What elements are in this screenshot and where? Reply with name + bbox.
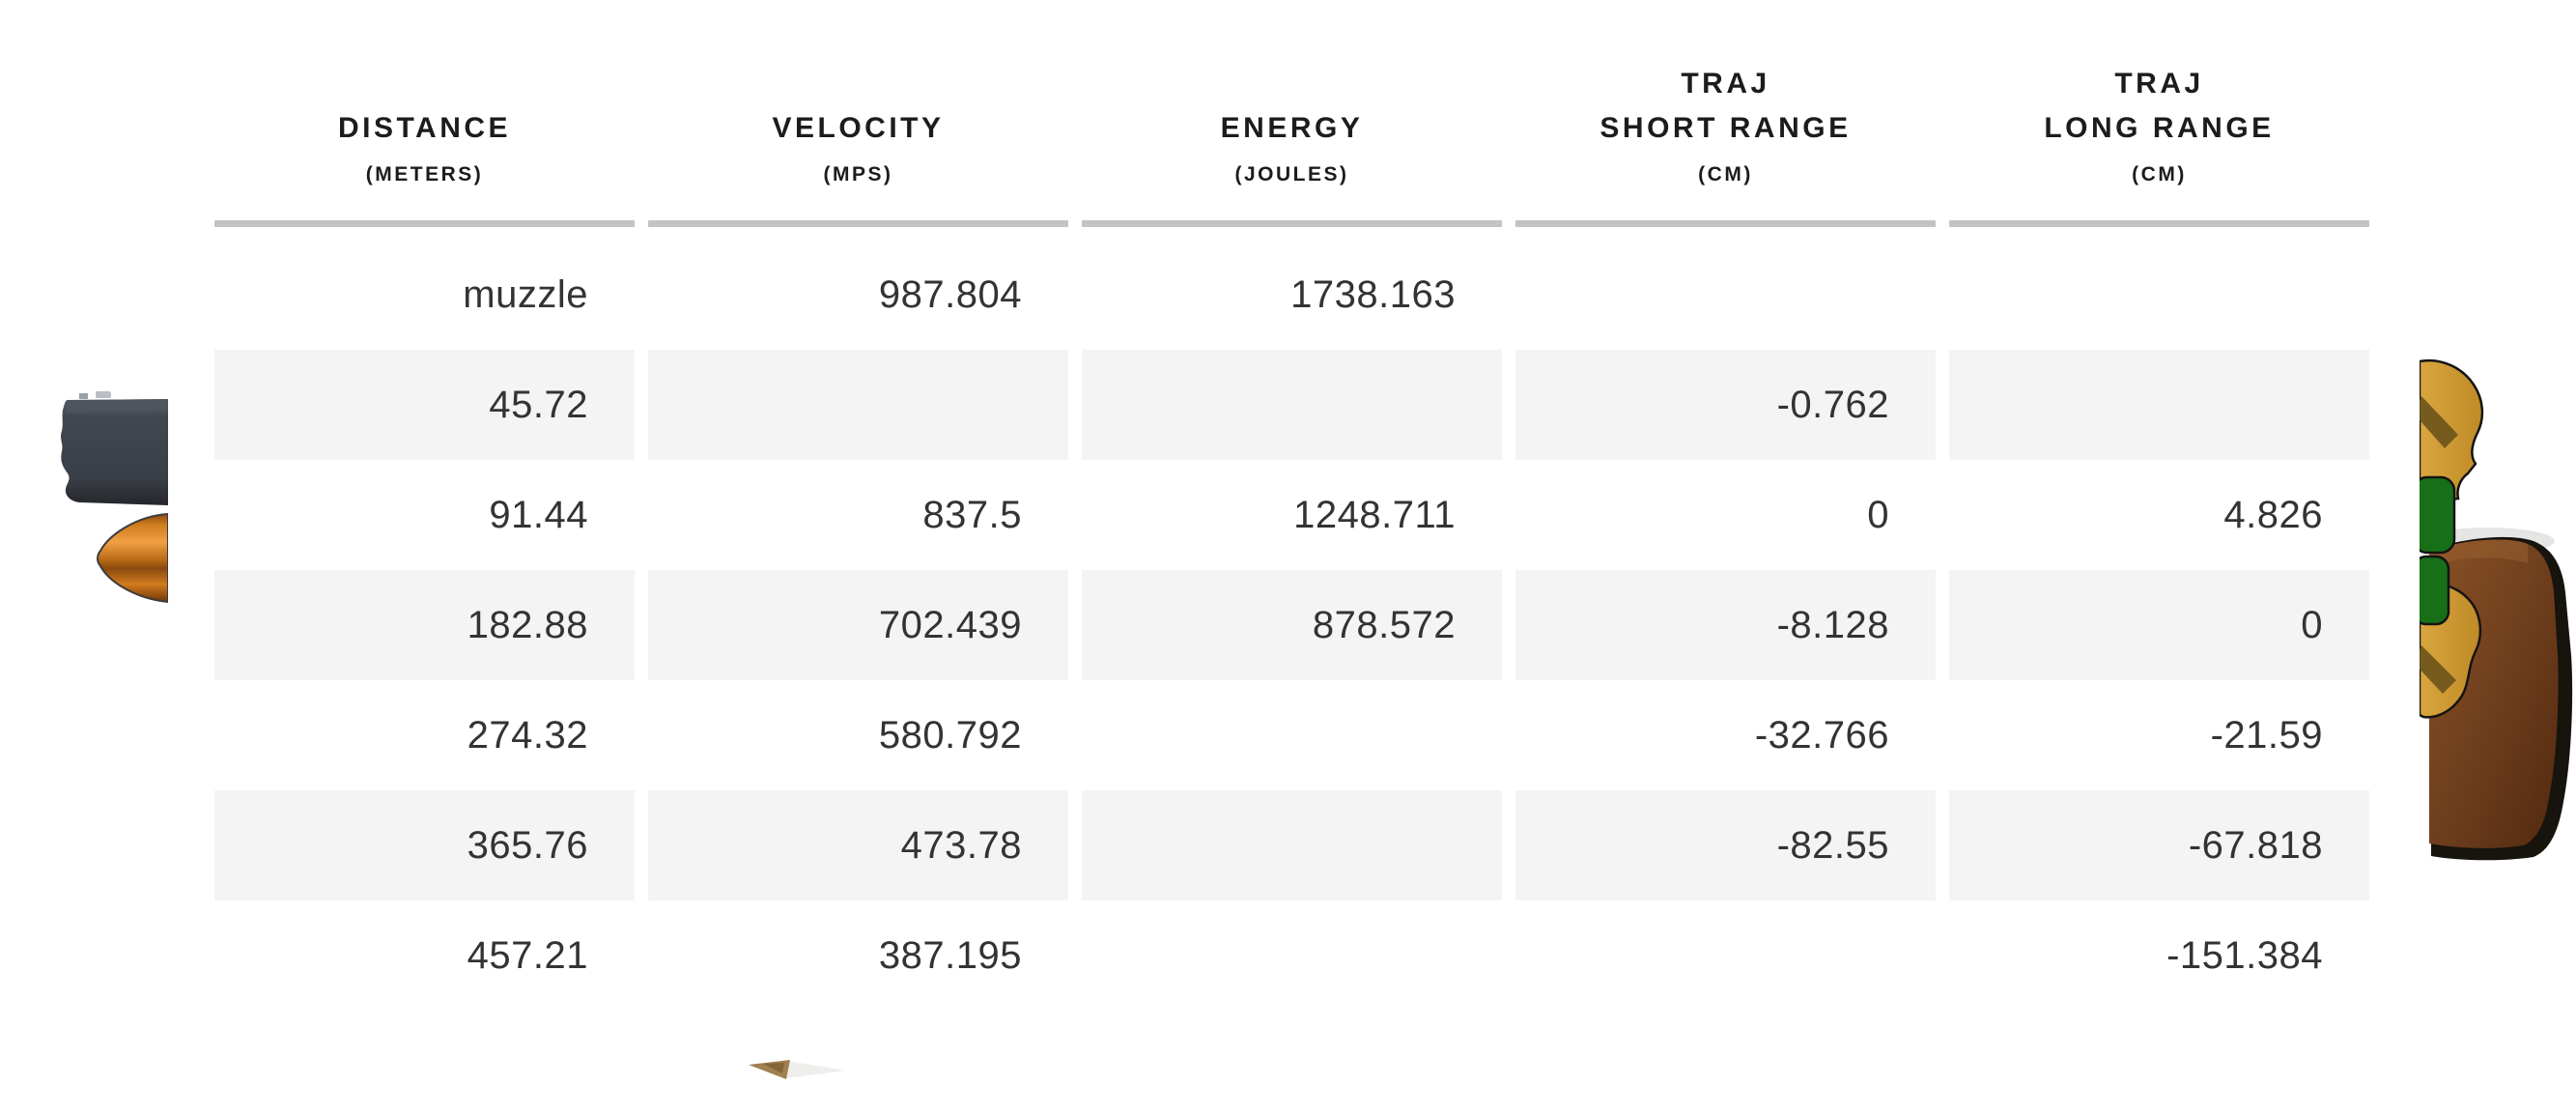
table-cell: 4.826 bbox=[2223, 493, 2323, 536]
column-unit: (CM) bbox=[2132, 163, 2187, 186]
header-underline bbox=[648, 220, 1068, 227]
table-cell: 702.439 bbox=[648, 570, 1068, 680]
table-cell: -151.384 bbox=[2166, 933, 2323, 977]
tan-sliver-shade bbox=[763, 1063, 784, 1073]
table-cell: 91.44 bbox=[489, 493, 588, 536]
column-header-distance: DISTANCE (METERS) bbox=[214, 39, 635, 227]
table-cell: -21.59 bbox=[2210, 713, 2323, 757]
table-cell: 45.72 bbox=[214, 350, 635, 460]
table-cell: 473.78 bbox=[648, 790, 1068, 900]
table-cell: -0.762 bbox=[1515, 350, 1936, 460]
column-label: LONG RANGE bbox=[2044, 112, 2275, 144]
table-cell: 365.76 bbox=[214, 790, 635, 900]
orange-forend-tip-fragment-image bbox=[97, 512, 168, 604]
column-header-traj-long-range: TRAJ LONG RANGE (CM) bbox=[1949, 39, 2369, 227]
stock-grain-highlight bbox=[2429, 539, 2528, 566]
column-label: SHORT RANGE bbox=[1599, 112, 1852, 144]
column-label: TRAJ bbox=[2114, 68, 2204, 100]
rifle-receiver-fragment-image bbox=[61, 391, 168, 505]
column-label: VELOCITY bbox=[772, 112, 945, 144]
table-cell: 987.804 bbox=[878, 272, 1022, 316]
table-cell: 182.88 bbox=[214, 570, 635, 680]
tan-sliver bbox=[749, 1060, 790, 1079]
table-body: muzzle 987.804 1738.163 45.72 -0.762 91.44 837… bbox=[214, 240, 2369, 1011]
table-cell: 837.5 bbox=[922, 493, 1022, 536]
column-label: DISTANCE bbox=[337, 112, 512, 144]
badge-dark-stripe bbox=[2420, 396, 2458, 448]
table-cell bbox=[1515, 900, 1936, 1011]
receiver-rail-highlight bbox=[66, 399, 168, 413]
pale-wedge bbox=[786, 1061, 846, 1078]
table-cell: -32.766 bbox=[1754, 713, 1889, 757]
column-header-traj-short-range: TRAJ SHORT RANGE (CM) bbox=[1515, 39, 1936, 227]
table-cell: -82.55 bbox=[1515, 790, 1936, 900]
header-underline bbox=[214, 220, 635, 227]
header-underline bbox=[1949, 220, 2369, 227]
sight-speck bbox=[96, 391, 111, 398]
receiver-shape bbox=[61, 399, 168, 505]
table-cell bbox=[1949, 350, 2369, 460]
table-cell bbox=[648, 350, 1068, 460]
table-cell: 580.792 bbox=[878, 713, 1022, 757]
table-cell bbox=[1082, 790, 1502, 900]
table-header-row: DISTANCE (METERS) VELOCITY (MPS) ENERGY (JOUL… bbox=[214, 39, 2369, 227]
table-cell: 457.21 bbox=[467, 933, 588, 977]
badge-green-patch bbox=[2420, 475, 2456, 555]
badge-dark-stripe bbox=[2420, 645, 2456, 694]
column-label: ENERGY bbox=[1220, 112, 1364, 144]
table-cell: 274.32 bbox=[467, 713, 588, 757]
table-cell: -67.818 bbox=[1949, 790, 2369, 900]
table-cell: 387.195 bbox=[878, 933, 1022, 977]
table-cell bbox=[1082, 900, 1502, 1011]
ballistics-table: DISTANCE (METERS) VELOCITY (MPS) ENERGY (JOUL… bbox=[214, 39, 2369, 1011]
column-unit: (JOULES) bbox=[1234, 163, 1349, 186]
table-cell bbox=[1949, 240, 2369, 350]
column-unit: (CM) bbox=[1698, 163, 1753, 186]
forend-tip-shape bbox=[97, 512, 168, 604]
table-cell: -8.128 bbox=[1515, 570, 1936, 680]
table-cell: 1738.163 bbox=[1290, 272, 1456, 316]
column-header-velocity: VELOCITY (MPS) bbox=[648, 39, 1068, 227]
bottom-sliver-fragment-image bbox=[749, 1060, 846, 1079]
header-underline bbox=[1082, 220, 1502, 227]
rifle-stock-and-badge-fragment-image bbox=[2420, 358, 2573, 861]
table-cell: 0 bbox=[1949, 570, 2369, 680]
column-header-energy: ENERGY (JOULES) bbox=[1082, 39, 1502, 227]
header-underline bbox=[1515, 220, 1936, 227]
table-cell bbox=[1082, 680, 1502, 790]
table-cell: 1248.711 bbox=[1293, 493, 1456, 536]
table-cell: 0 bbox=[1867, 493, 1889, 536]
badge-green-patch bbox=[2420, 555, 2450, 626]
column-unit: (MPS) bbox=[823, 163, 893, 186]
column-unit: (METERS) bbox=[365, 163, 484, 186]
sight-speck bbox=[79, 393, 88, 399]
table-cell: 878.572 bbox=[1082, 570, 1502, 680]
table-cell: muzzle bbox=[463, 272, 588, 316]
table-cell bbox=[1515, 240, 1936, 350]
column-label: TRAJ bbox=[1681, 68, 1770, 100]
table-cell bbox=[1082, 350, 1502, 460]
